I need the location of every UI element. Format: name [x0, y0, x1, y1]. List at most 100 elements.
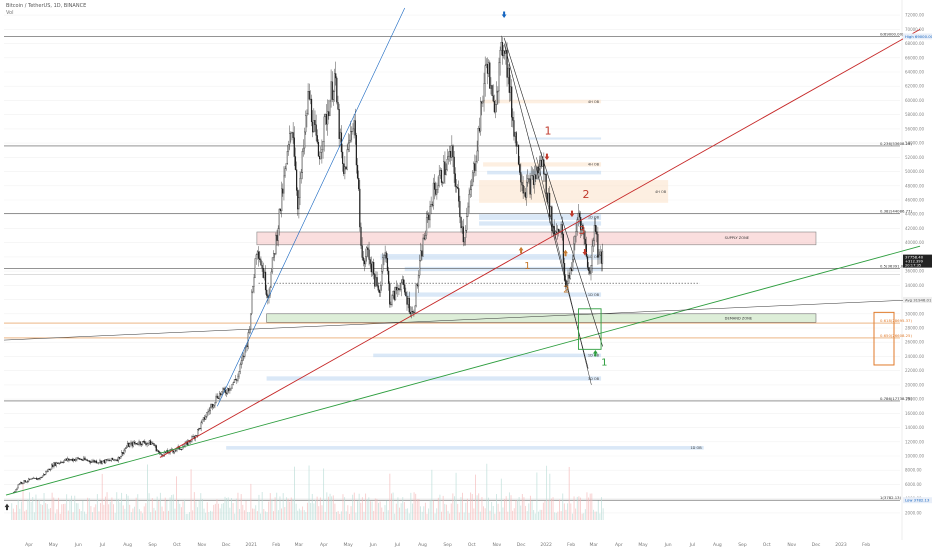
- volume-bar: [273, 511, 274, 520]
- volume-bar: [206, 502, 208, 520]
- wave-label-green-1: 1: [601, 358, 607, 369]
- volume-bar: [227, 497, 229, 520]
- volume-bar: [437, 497, 439, 520]
- x-tick-label: Jun: [664, 542, 672, 548]
- volume-bar: [340, 511, 342, 520]
- volume-bar: [311, 493, 313, 520]
- candle-body: [573, 243, 575, 260]
- candle-body: [205, 416, 207, 420]
- x-tick-label: Sep: [443, 542, 452, 548]
- candle-body: [164, 452, 167, 453]
- volume-bar: [253, 508, 255, 520]
- candle-body: [236, 379, 238, 381]
- candle-body: [48, 469, 50, 471]
- volume-bar: [77, 503, 79, 520]
- volume-bar: [210, 510, 211, 520]
- candle-body: [279, 208, 282, 212]
- candle-body: [212, 404, 214, 408]
- candle-body: [470, 185, 472, 191]
- volume-bar: [30, 501, 32, 520]
- volume-bar: [484, 508, 486, 520]
- candle-body: [255, 254, 257, 259]
- volume-bar: [452, 493, 454, 520]
- x-tick-label: Nov: [787, 542, 796, 548]
- volume-bar: [75, 503, 77, 520]
- volume-bar: [302, 506, 304, 520]
- candle-body: [206, 412, 208, 417]
- candle-body: [187, 440, 190, 445]
- candle-body: [261, 265, 263, 269]
- candle-body: [362, 257, 364, 261]
- volume-bar: [552, 497, 554, 520]
- x-tick-label: Mar: [295, 542, 304, 548]
- volume-bar: [274, 497, 276, 520]
- candles: [13, 35, 604, 494]
- candle-body: [581, 224, 583, 231]
- candle-body: [562, 234, 564, 264]
- candle-body: [367, 247, 369, 250]
- candle-body: [499, 50, 501, 63]
- candle-body: [514, 132, 516, 137]
- candle-body: [354, 120, 356, 136]
- candle-body: [260, 259, 262, 266]
- candle-body: [512, 116, 514, 121]
- candle-body: [400, 282, 402, 290]
- wave-label-orange-1: 1: [524, 261, 530, 272]
- candle-body: [249, 313, 252, 330]
- volume-bar: [507, 511, 509, 520]
- volume-bar: [555, 512, 557, 520]
- candle-body: [570, 268, 573, 272]
- volume-bar: [187, 513, 189, 520]
- candle-body: [485, 63, 487, 66]
- candle-body: [590, 265, 592, 274]
- x-tick-label: Apr: [615, 542, 623, 548]
- volume-bar: [602, 508, 604, 520]
- volume-bar: [250, 483, 252, 520]
- y-tick-label: 44000.00: [905, 212, 925, 217]
- volume-bar: [245, 501, 247, 520]
- candle-body: [14, 491, 16, 493]
- y-tick-label: 20000.00: [905, 382, 925, 387]
- candle-body: [376, 277, 378, 286]
- candle-body: [329, 100, 331, 116]
- candle-body: [121, 452, 123, 457]
- volume-bar: [429, 499, 431, 520]
- volume-bar: [332, 495, 334, 520]
- candle-body: [359, 188, 361, 228]
- y-tick-label: 42000.00: [905, 226, 925, 231]
- volume-label: Vol: [6, 10, 14, 16]
- candle-body: [333, 73, 336, 92]
- red-trendline: [159, 28, 921, 458]
- volume-bar: [318, 506, 320, 520]
- candle-body: [304, 131, 306, 149]
- candle-body: [423, 237, 425, 240]
- candle-body: [128, 443, 130, 447]
- volume-bar: [180, 507, 182, 520]
- volume-bar: [594, 511, 596, 520]
- volume-bar: [101, 473, 103, 520]
- volume-bar: [122, 505, 124, 520]
- candle-body: [586, 256, 589, 268]
- volume-bar: [536, 472, 538, 520]
- candle-body: [275, 234, 277, 255]
- volume-bar: [523, 497, 525, 520]
- volume-bar: [336, 511, 337, 520]
- candle-body: [567, 275, 569, 282]
- volume-bar: [87, 497, 89, 520]
- y-tick-label: 26000.00: [905, 340, 925, 345]
- candle-body: [588, 267, 590, 271]
- candle-body: [378, 290, 380, 293]
- volume-bar: [184, 499, 186, 520]
- candle-body: [429, 206, 431, 221]
- grid-lines: [4, 14, 900, 514]
- candle-body: [248, 328, 251, 333]
- candle-body: [90, 461, 92, 463]
- candle-body: [155, 445, 157, 452]
- volume-bar: [155, 510, 156, 520]
- candle-body: [239, 364, 241, 372]
- candle-body: [600, 251, 602, 264]
- candle-body: [446, 159, 448, 170]
- volume-bar: [130, 512, 132, 520]
- volume-bar: [20, 501, 22, 520]
- volume-bar: [550, 498, 552, 520]
